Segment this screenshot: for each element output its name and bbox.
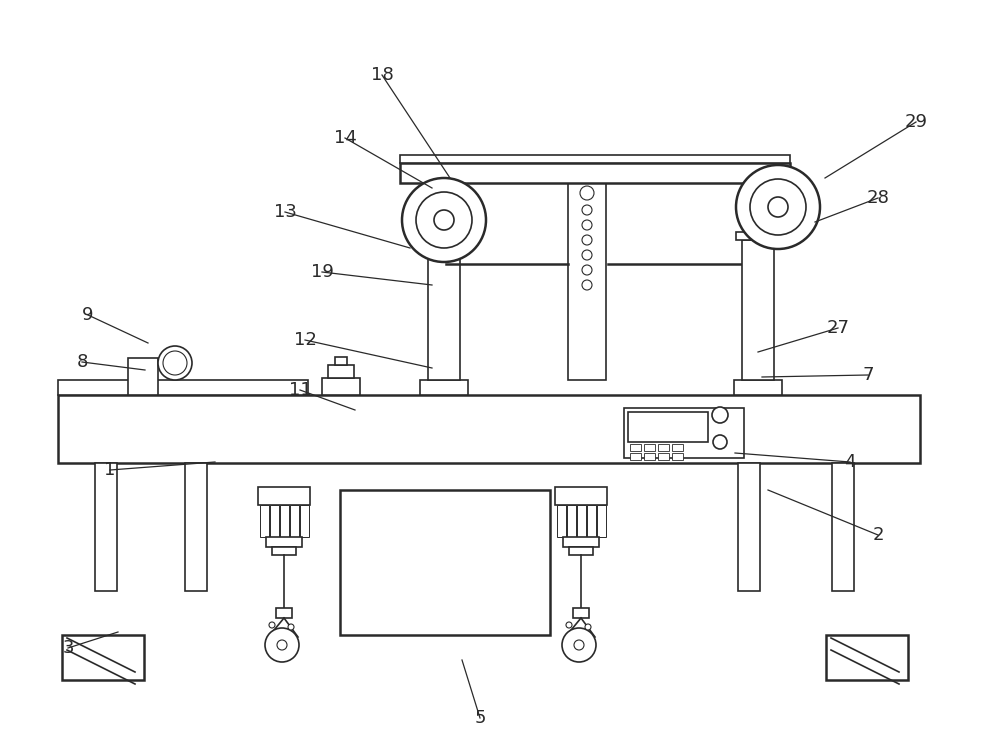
Bar	[567, 505, 576, 537]
Bar	[644, 453, 655, 460]
Bar	[597, 505, 606, 537]
Bar	[335, 357, 347, 365]
Bar	[628, 412, 708, 442]
Text: 2: 2	[872, 526, 884, 544]
Bar	[738, 463, 760, 591]
Bar	[258, 487, 310, 505]
Circle shape	[750, 179, 806, 235]
Bar	[630, 453, 641, 460]
Bar	[746, 172, 770, 232]
Circle shape	[582, 220, 592, 230]
Circle shape	[574, 640, 584, 650]
Bar	[432, 172, 456, 232]
Circle shape	[582, 250, 592, 260]
Circle shape	[416, 192, 472, 248]
Circle shape	[712, 407, 728, 423]
Circle shape	[582, 280, 592, 290]
Bar	[58, 380, 308, 395]
Text: 7: 7	[862, 366, 874, 384]
Bar	[185, 463, 207, 591]
Text: 12: 12	[294, 331, 316, 349]
Bar	[658, 453, 669, 460]
Text: 29: 29	[904, 113, 928, 131]
Circle shape	[402, 178, 486, 262]
Bar	[276, 608, 292, 618]
Circle shape	[736, 165, 820, 249]
Circle shape	[585, 624, 591, 630]
Text: 28: 28	[867, 189, 889, 207]
Bar	[577, 505, 586, 537]
Circle shape	[277, 640, 287, 650]
Circle shape	[582, 265, 592, 275]
Circle shape	[566, 622, 572, 628]
Circle shape	[580, 186, 594, 200]
Bar	[270, 505, 279, 537]
Bar	[555, 487, 607, 505]
Text: 27: 27	[826, 319, 850, 337]
Bar	[400, 163, 790, 183]
Bar	[400, 155, 790, 163]
Bar	[826, 635, 908, 680]
Bar	[734, 380, 782, 395]
Bar	[322, 378, 360, 395]
Bar	[568, 175, 606, 380]
Text: 11: 11	[289, 381, 311, 399]
Circle shape	[768, 197, 788, 217]
Text: 3: 3	[62, 639, 74, 657]
Bar	[832, 463, 854, 591]
Text: 4: 4	[844, 453, 856, 471]
Text: 19: 19	[311, 263, 333, 281]
Bar	[422, 232, 466, 240]
Circle shape	[713, 435, 727, 449]
Bar	[644, 444, 655, 451]
Bar	[624, 408, 744, 458]
Text: 5: 5	[474, 709, 486, 727]
Circle shape	[269, 622, 275, 628]
Text: 9: 9	[82, 306, 94, 324]
Bar	[557, 505, 566, 537]
Bar	[742, 240, 774, 380]
Bar	[95, 463, 117, 591]
Circle shape	[288, 624, 294, 630]
Bar	[280, 505, 289, 537]
Bar	[658, 444, 669, 451]
Bar	[587, 505, 596, 537]
Bar	[290, 505, 299, 537]
Circle shape	[582, 205, 592, 215]
Bar	[128, 358, 158, 395]
Circle shape	[265, 628, 299, 662]
Bar	[328, 365, 354, 378]
Bar	[672, 453, 683, 460]
Bar	[420, 380, 468, 395]
Text: 13: 13	[274, 203, 296, 221]
Text: 14: 14	[334, 129, 356, 147]
Bar	[672, 444, 683, 451]
Bar	[260, 505, 269, 537]
Circle shape	[158, 346, 192, 380]
Bar	[62, 635, 144, 680]
Bar	[428, 240, 460, 380]
Text: 18: 18	[371, 66, 393, 84]
Bar	[736, 232, 780, 240]
Circle shape	[582, 235, 592, 245]
Bar	[573, 608, 589, 618]
Bar	[272, 547, 296, 555]
Bar	[563, 537, 599, 547]
Bar	[58, 395, 920, 463]
Bar	[340, 490, 550, 635]
Circle shape	[562, 628, 596, 662]
Text: 8: 8	[76, 353, 88, 371]
Bar	[266, 537, 302, 547]
Circle shape	[163, 351, 187, 375]
Bar	[569, 547, 593, 555]
Circle shape	[168, 356, 182, 370]
Bar	[630, 444, 641, 451]
Circle shape	[434, 210, 454, 230]
Text: 1: 1	[104, 461, 116, 479]
Bar	[300, 505, 309, 537]
